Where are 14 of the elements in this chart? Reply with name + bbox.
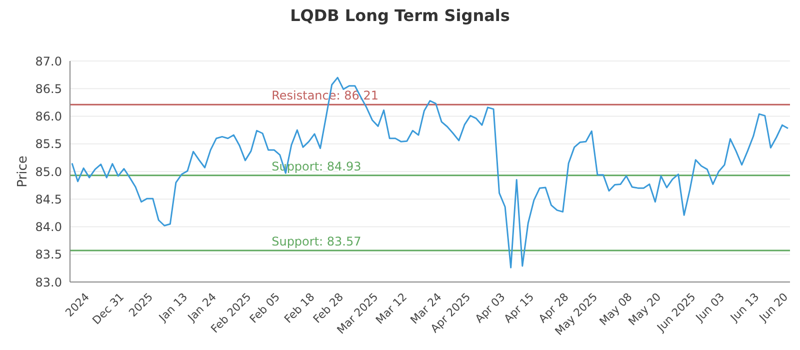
- y-axis-title: Price: [16, 156, 31, 188]
- y-tick-label: 84.5: [35, 192, 62, 206]
- y-tick-label: 83.5: [35, 248, 62, 262]
- y-tick-label: 85.0: [35, 164, 62, 179]
- ref-line-label: Support: 83.57: [272, 234, 362, 249]
- y-tick-label: 86.5: [35, 82, 62, 96]
- y-tick-label: 86.0: [35, 110, 62, 124]
- y-tick-label: 83.0: [35, 275, 62, 290]
- y-tick-label: 85.5: [35, 137, 62, 152]
- x-tick-label: Dec 31: [90, 290, 127, 328]
- line-series: [71, 76, 789, 268]
- y-tick-label: 84.0: [35, 220, 62, 234]
- chart-title: LQDB Long Term Signals: [289, 6, 511, 25]
- y-tick-label: 87.0: [35, 54, 62, 68]
